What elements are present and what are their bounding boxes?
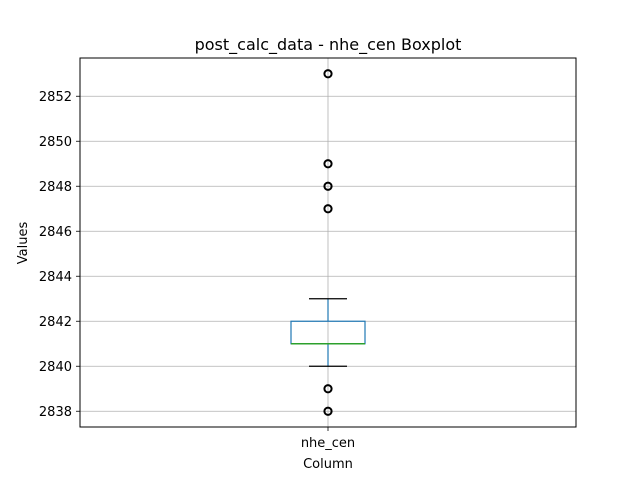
y-tick-label: 2840 [39,360,72,375]
y-tick-label: 2838 [39,405,72,420]
y-tick-label: 2852 [39,90,72,105]
box-group [290,69,366,416]
y-tick-label: 2844 [39,270,72,285]
outlier-point [323,204,333,214]
outlier-point [323,181,333,191]
y-axis-ticks: 2838 2840 2842 2844 2846 2848 2850 2852 [39,90,80,420]
y-tick-label: 2850 [39,135,72,150]
y-tick-label: 2842 [39,315,72,330]
outlier-point [323,69,333,79]
grid-lines [80,58,576,427]
x-axis-ticks: nhe_cen [301,427,355,451]
chart-title: post_calc_data - nhe_cen Boxplot [195,35,462,55]
outlier-point [323,384,333,394]
outlier-point [323,406,333,416]
x-tick-label: nhe_cen [301,436,355,451]
y-axis-label: Values [16,222,31,265]
outlier-point [323,159,333,169]
y-tick-label: 2846 [39,225,72,240]
box-layer [290,69,366,416]
x-axis-label: Column [303,457,353,472]
y-tick-label: 2848 [39,180,72,195]
